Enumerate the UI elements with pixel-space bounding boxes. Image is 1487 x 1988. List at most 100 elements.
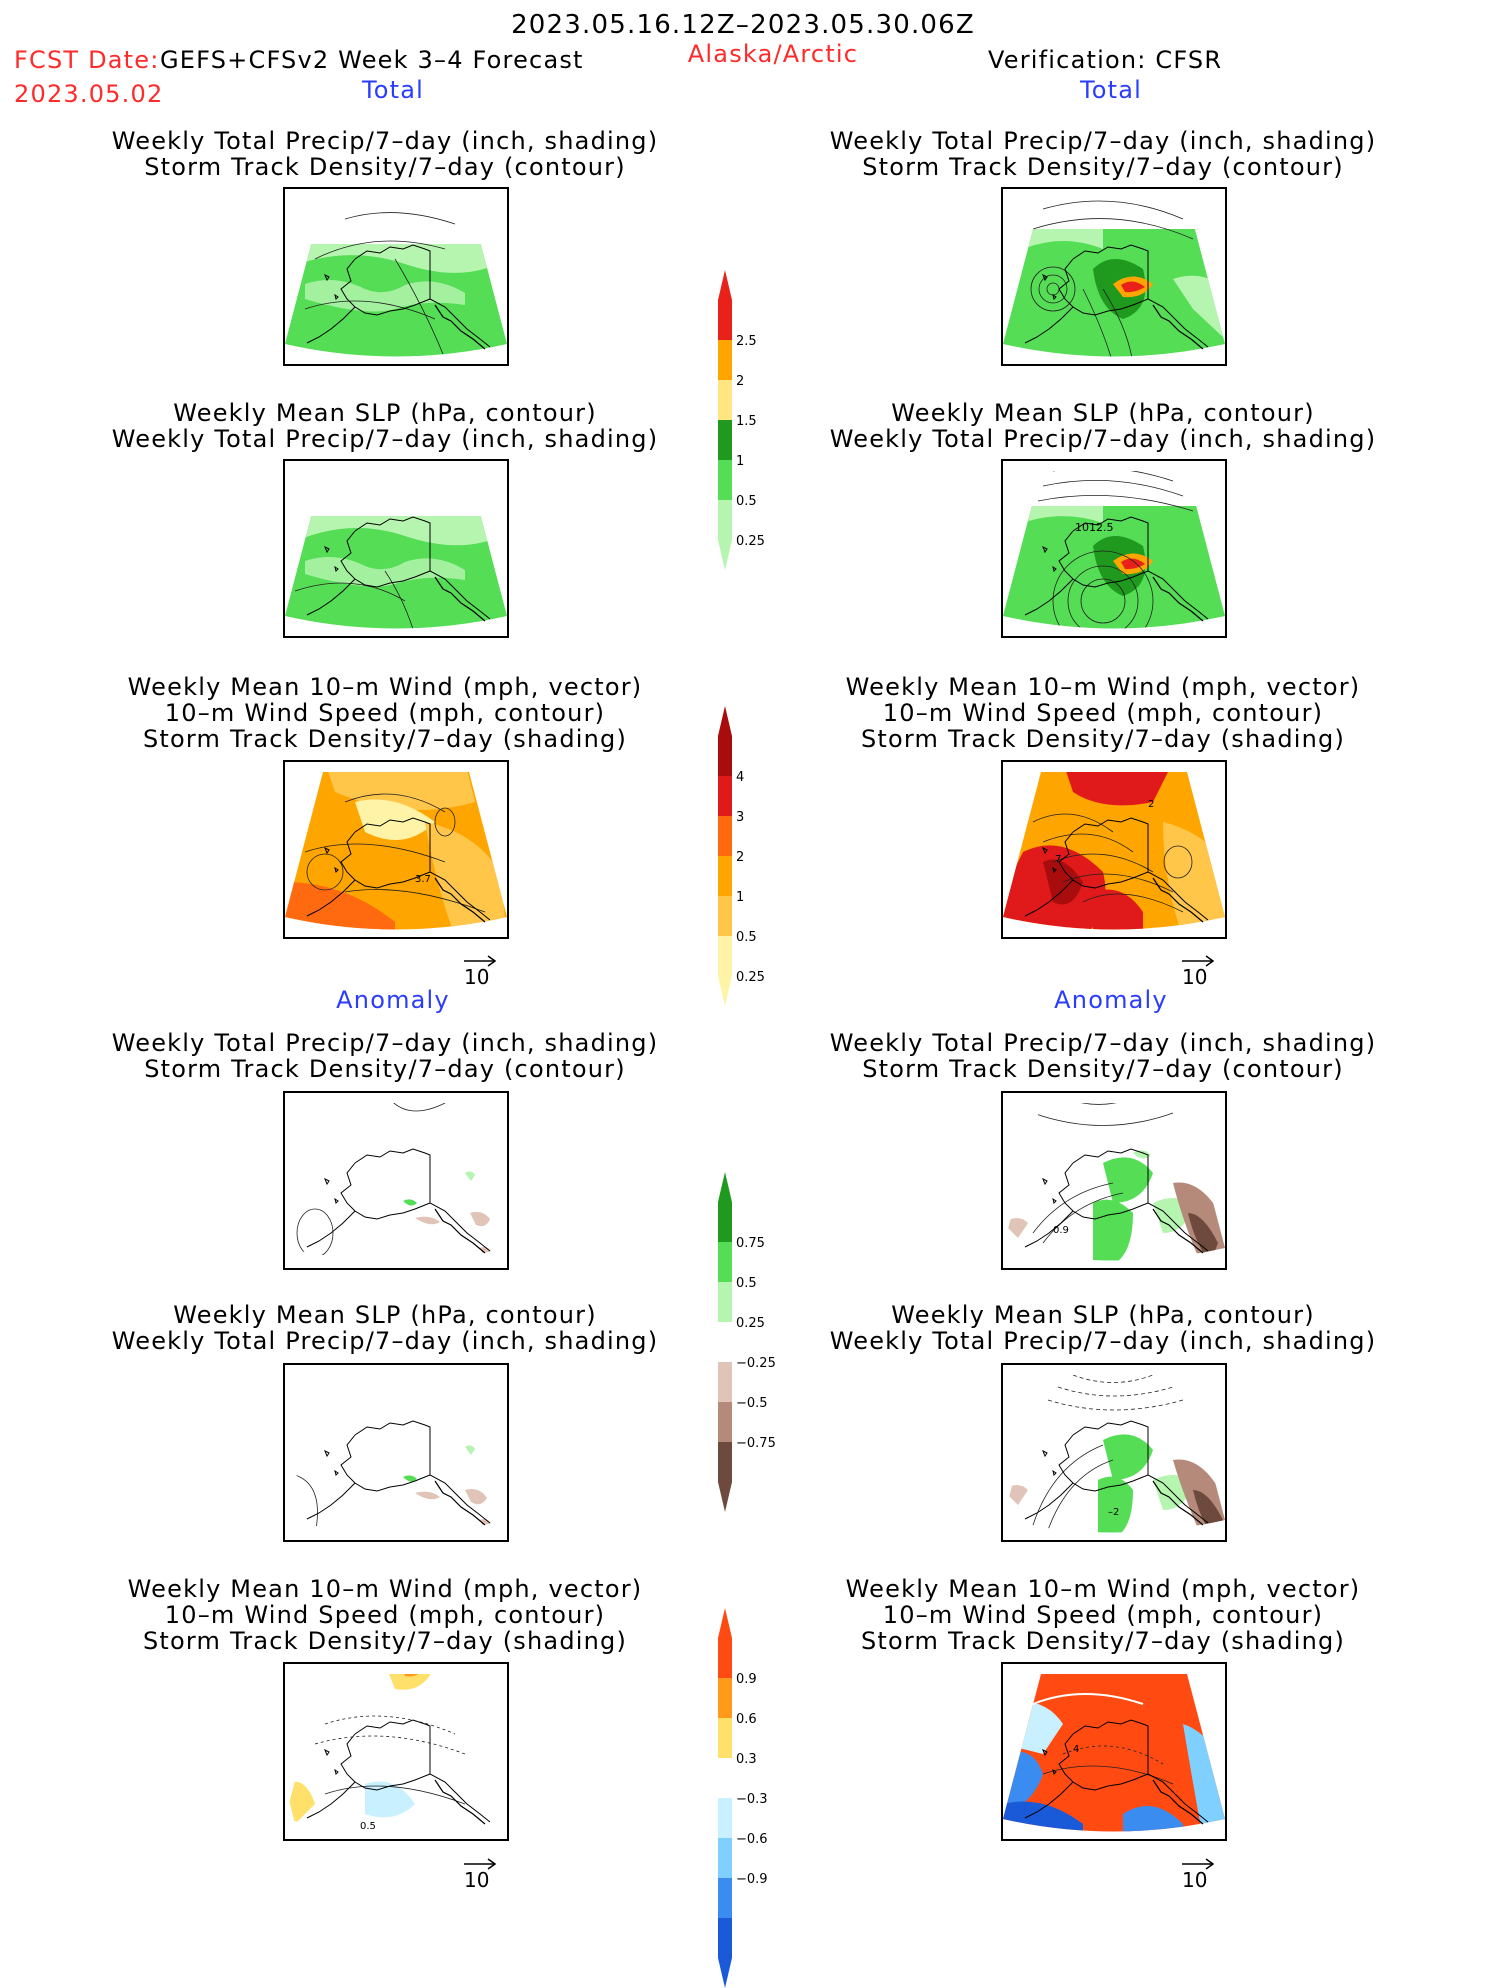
colorbar-segment xyxy=(718,1242,732,1282)
colorbar-label: 1.5 xyxy=(736,414,757,429)
title-slp-total-left: Weekly Mean SLP (hPa, contour) Weekly To… xyxy=(111,399,659,453)
title-wind-anom-right: Weekly Mean 10–m Wind (mph, vector) 10–m… xyxy=(845,1575,1361,1655)
fcst-date-label: FCST Date: xyxy=(14,46,160,74)
colorbar-segment xyxy=(718,896,732,936)
colorbar-label: 2.5 xyxy=(736,334,757,349)
title-slp-anom-right: Weekly Mean SLP (hPa, contour) Weekly To… xyxy=(829,1301,1377,1355)
colorbar-segment xyxy=(718,816,732,856)
colorbar-segment xyxy=(718,776,732,816)
colorbar-label: −0.75 xyxy=(736,1436,776,1451)
section-anomaly-left: Anomaly xyxy=(336,986,450,1014)
reference-vector-total-left: 10 xyxy=(464,955,496,989)
section-total-right: Total xyxy=(1079,76,1143,104)
wind-anom-verif-contour-label: 4 xyxy=(1073,1744,1079,1755)
colorbar-label: 0.5 xyxy=(736,1276,757,1291)
region-title: Alaska/Arctic xyxy=(687,40,859,68)
colorbar-segment xyxy=(718,936,732,1006)
colorbar-label: −0.25 xyxy=(736,1356,776,1371)
arrow-right-icon xyxy=(464,1858,496,1870)
colorbar-label: 0.3 xyxy=(736,1752,757,1767)
colorbar-segment xyxy=(718,856,732,896)
colorbar-segment xyxy=(718,1878,732,1918)
colorbar-label: −0.9 xyxy=(736,1872,768,1887)
title-slp-anom-left: Weekly Mean SLP (hPa, contour) Weekly To… xyxy=(111,1301,659,1355)
colorbar-label: −0.5 xyxy=(736,1396,768,1411)
colorbar-label: 3 xyxy=(736,810,744,825)
colorbar-label: 0.25 xyxy=(736,1316,765,1331)
title-wind-anom-left: Weekly Mean 10–m Wind (mph, vector) 10–m… xyxy=(127,1575,643,1655)
title-precip-total-right: Weekly Total Precip/7–day (inch, shading… xyxy=(829,127,1377,181)
colorbar-label: −0.3 xyxy=(736,1792,768,1807)
title-wind-total-right: Weekly Mean 10–m Wind (mph, vector) 10–m… xyxy=(845,673,1361,753)
colorbar-segment xyxy=(718,420,732,460)
arrow-right-icon xyxy=(1182,955,1214,967)
colorbar-label: 0.6 xyxy=(736,1712,757,1727)
map-precip-anom-verification: 0.9 xyxy=(1001,1091,1227,1270)
colorbar-segment xyxy=(718,1798,732,1838)
slp-anom-contour-label: –2 xyxy=(1108,1507,1119,1518)
colorbar-segment xyxy=(718,1172,732,1242)
colorbar-label: 0.5 xyxy=(736,494,757,509)
map-wind-anom-forecast: 0.5 xyxy=(283,1662,509,1841)
section-anomaly-right: Anomaly xyxy=(1054,986,1168,1014)
map-precip-total-verification xyxy=(1001,187,1227,366)
colorbar-label: 1 xyxy=(736,454,744,469)
title-precip-anom-right: Weekly Total Precip/7–day (inch, shading… xyxy=(829,1029,1377,1083)
colorbar-label: 2 xyxy=(736,374,744,389)
colorbar-segment xyxy=(718,340,732,380)
colorbar-label: 0.25 xyxy=(736,534,765,549)
map-slp-anom-forecast xyxy=(283,1363,509,1542)
colorbar-segment xyxy=(718,500,732,570)
colorbar-segment xyxy=(718,1362,732,1402)
verification-label: Verification: CFSR xyxy=(988,46,1223,74)
arrow-right-icon xyxy=(464,955,496,967)
map-slp-total-verification: 1012.5 xyxy=(1001,459,1227,638)
title-wind-total-left: Weekly Mean 10–m Wind (mph, vector) 10–m… xyxy=(127,673,643,753)
map-wind-total-forecast: 3.7 xyxy=(283,760,509,939)
reference-vector-anom-left: 10 xyxy=(464,1858,496,1892)
reference-vector-total-right: 10 xyxy=(1182,955,1214,989)
colorbar-segment xyxy=(718,460,732,500)
colorbar-segment xyxy=(718,1678,732,1718)
colorbar-label: −0.6 xyxy=(736,1832,768,1847)
reference-vector-anom-right: 10 xyxy=(1182,1858,1214,1892)
colorbar-label: 0.75 xyxy=(736,1236,765,1251)
colorbar-segment xyxy=(718,380,732,420)
arrow-right-icon xyxy=(1182,1858,1214,1870)
colorbar-segment xyxy=(718,1282,732,1322)
wind-contour-label: 3.7 xyxy=(415,874,431,885)
colorbar-segment xyxy=(718,1608,732,1678)
colorbar-label: 0.9 xyxy=(736,1672,757,1687)
section-total-left: Total xyxy=(361,76,425,104)
map-slp-total-forecast xyxy=(283,459,509,638)
colorbar-segment xyxy=(718,1402,732,1442)
colorbar-label: 4 xyxy=(736,770,744,785)
colorbar-segment xyxy=(718,1918,732,1988)
period-title: 2023.05.16.12Z–2023.05.30.06Z xyxy=(511,10,975,40)
wind-anom-contour-label: 0.5 xyxy=(360,1821,376,1832)
colorbar-segment xyxy=(718,1322,732,1362)
colorbar-label: 1 xyxy=(736,890,744,905)
colorbar-segment xyxy=(718,1838,732,1878)
colorbar-track-anom: 0.9 0.6 0.3 −0.3 −0.6 −0.9 xyxy=(718,1608,788,1988)
wind-contour-label-a: 2 xyxy=(1148,799,1154,810)
map-wind-total-verification: 2 7 xyxy=(1001,760,1227,939)
colorbar-segment xyxy=(718,1718,732,1758)
colorbar-track-total: 4 3 2 1 0.5 0.25 xyxy=(718,706,788,1006)
colorbar-label: 0.5 xyxy=(736,930,757,945)
colorbar-segment xyxy=(718,706,732,776)
title-slp-total-right: Weekly Mean SLP (hPa, contour) Weekly To… xyxy=(829,399,1377,453)
colorbar-label: 0.25 xyxy=(736,970,765,985)
slp-contour-label: 1012.5 xyxy=(1075,521,1114,534)
model-title: GEFS+CFSv2 Week 3–4 Forecast xyxy=(160,46,584,74)
map-wind-anom-verification: 4 xyxy=(1001,1662,1227,1841)
colorbar-precip-anom: 0.75 0.5 0.25 −0.25 −0.5 −0.75 xyxy=(718,1172,788,1512)
title-precip-total-left: Weekly Total Precip/7–day (inch, shading… xyxy=(111,127,659,181)
map-precip-anom-forecast xyxy=(283,1091,509,1270)
map-slp-anom-verification: –2 xyxy=(1001,1363,1227,1542)
wind-contour-label-b: 7 xyxy=(1055,854,1061,865)
colorbar-precip-total: 2.5 2 1.5 1 0.5 0.25 xyxy=(718,270,788,570)
colorbar-segment xyxy=(718,270,732,340)
fcst-date-value: 2023.05.02 xyxy=(14,80,164,108)
colorbar-label: 2 xyxy=(736,850,744,865)
